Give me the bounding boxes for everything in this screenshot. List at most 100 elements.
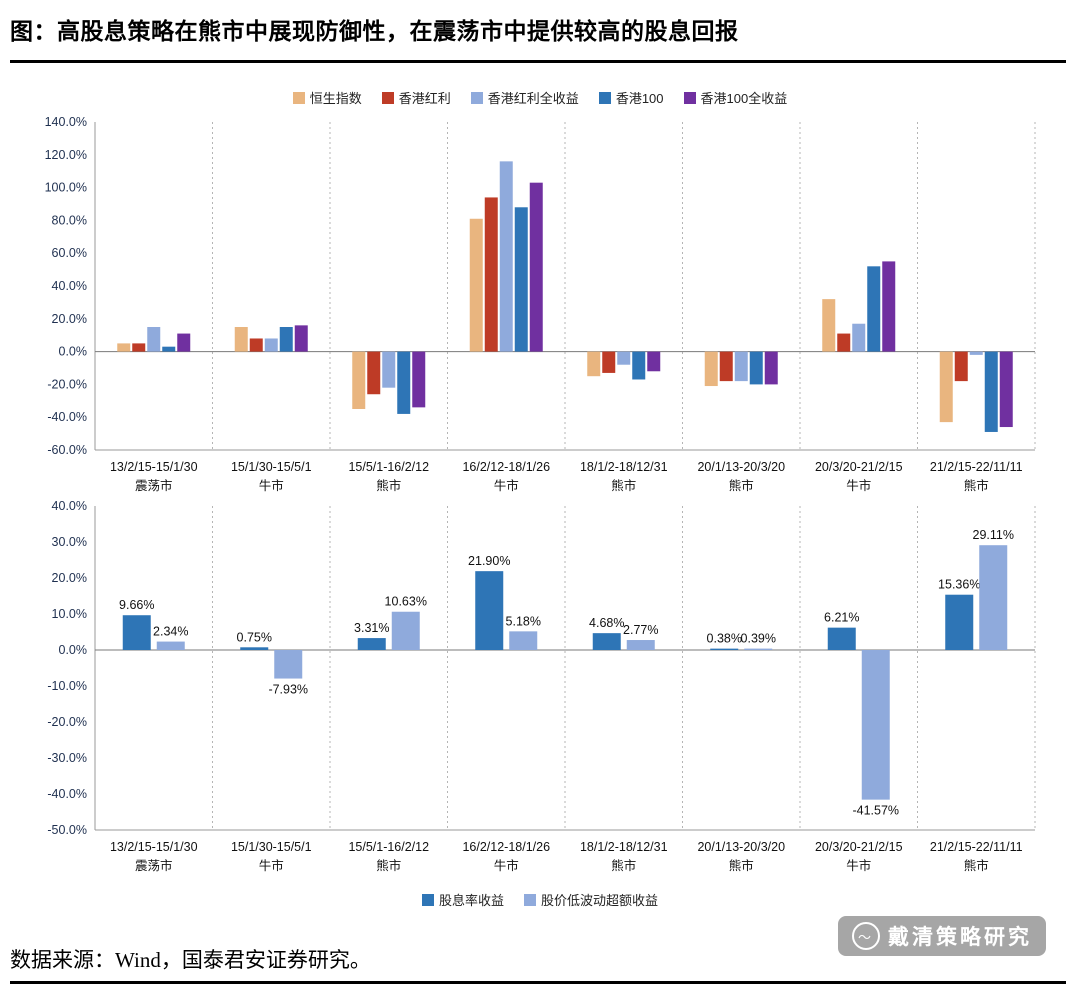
bar <box>412 351 426 408</box>
legend-item: 香港100全收益 <box>683 88 787 107</box>
category-period-label: 15/1/30-15/5/1 <box>231 840 312 854</box>
bar-value-label: 21.90% <box>468 554 510 568</box>
category-period-label: 21/2/15-22/11/11 <box>930 840 1023 854</box>
bar-value-label: 3.31% <box>354 621 389 635</box>
legend-swatch <box>292 91 305 104</box>
bar <box>240 647 269 650</box>
bottom-divider <box>10 981 1066 984</box>
bar <box>822 299 836 352</box>
bar <box>704 351 718 387</box>
bar <box>764 351 778 385</box>
category-period-label: 13/2/15-15/1/30 <box>110 840 198 854</box>
bar-value-label: 0.75% <box>237 630 272 644</box>
bar-value-label: -7.93% <box>268 683 308 697</box>
watermark-logo-icon: 〜 <box>852 922 880 950</box>
y-axis-tick-label: 100.0% <box>45 181 87 195</box>
y-axis-tick-label: 40.0% <box>52 279 87 293</box>
category-period-label: 15/1/30-15/5/1 <box>231 460 312 474</box>
y-axis-tick-label: 0.0% <box>59 643 88 657</box>
bottom-bar-chart: 40.0% 30.0% 20.0% 10.0% 0.0% -10.0% -20.0% -30.… <box>47 499 1036 873</box>
top-chart-legend: 恒生指数 香港红利 香港红利全收益 香港100 香港100全收益 <box>0 88 1080 107</box>
legend-label: 香港红利 <box>398 91 451 106</box>
category-period-label: 16/2/12-18/1/26 <box>462 840 550 854</box>
bar-value-label: 2.77% <box>623 623 658 637</box>
title-divider <box>10 60 1066 63</box>
category-period-label: 20/1/13-20/3/20 <box>697 460 785 474</box>
bar <box>294 325 308 352</box>
y-axis-tick-label: -20.0% <box>47 715 87 729</box>
bar <box>602 351 616 373</box>
legend-label: 香港红利全收益 <box>487 91 579 106</box>
y-axis-tick-label: 40.0% <box>52 499 87 513</box>
category-phase-label: 震荡市 <box>135 858 173 873</box>
bar <box>710 648 739 650</box>
category-period-label: 15/5/1-16/2/12 <box>348 460 429 474</box>
bar-value-label: 9.66% <box>119 598 154 612</box>
bar <box>352 351 366 409</box>
category-phase-label: 牛市 <box>259 478 284 493</box>
bar <box>632 351 646 380</box>
legend-label: 股价低波动超额收益 <box>541 893 659 908</box>
y-axis-tick-label: -40.0% <box>47 410 87 424</box>
y-axis-tick-label: -60.0% <box>47 443 87 457</box>
bar <box>592 633 621 650</box>
legend-item: 香港红利全收益 <box>470 88 579 107</box>
bar <box>827 627 856 650</box>
bar <box>279 327 293 352</box>
bar <box>475 571 504 650</box>
category-phase-label: 牛市 <box>259 858 284 873</box>
bar <box>617 351 631 365</box>
category-phase-label: 熊市 <box>376 858 401 873</box>
bar <box>382 351 396 388</box>
legend-item: 恒生指数 <box>292 88 362 107</box>
bar <box>499 161 513 352</box>
bar <box>117 343 131 352</box>
bar <box>509 631 538 650</box>
legend-item: 股息率收益 <box>421 890 504 909</box>
bar-value-label: 10.63% <box>385 595 427 609</box>
bar <box>852 323 866 352</box>
bar <box>147 327 161 352</box>
bar <box>939 351 953 423</box>
page-title: 图：高股息策略在熊市中展现防御性，在震荡市中提供较高的股息回报 <box>10 18 739 44</box>
y-axis-tick-label: 80.0% <box>52 213 87 227</box>
category-phase-label: 熊市 <box>964 478 989 493</box>
category-period-label: 18/1/2-18/12/31 <box>580 840 668 854</box>
bar-value-label: 6.21% <box>824 611 859 625</box>
bar <box>156 641 185 650</box>
y-axis-tick-label: -20.0% <box>47 377 87 391</box>
legend-swatch <box>470 91 483 104</box>
bar <box>514 207 528 352</box>
source-text: 数据来源：Wind，国泰君安证券研究。 <box>10 948 371 972</box>
bar <box>264 338 278 352</box>
legend-swatch <box>683 91 696 104</box>
category-period-label: 13/2/15-15/1/30 <box>110 460 198 474</box>
bar <box>234 327 248 352</box>
y-axis-tick-label: -50.0% <box>47 823 87 837</box>
legend-label: 香港100 <box>615 91 664 106</box>
category-phase-label: 熊市 <box>729 858 754 873</box>
category-phase-label: 熊市 <box>964 858 989 873</box>
legend-swatch <box>598 91 611 104</box>
bar <box>274 650 303 679</box>
category-phase-label: 震荡市 <box>135 478 173 493</box>
category-period-label: 20/3/20-21/2/15 <box>815 840 903 854</box>
bar <box>177 333 191 352</box>
y-axis-tick-label: 20.0% <box>52 312 87 326</box>
bar <box>954 351 968 382</box>
bar <box>484 197 498 352</box>
bar <box>861 650 890 800</box>
category-phase-label: 牛市 <box>846 858 871 873</box>
y-axis-tick-label: 140.0% <box>45 115 87 129</box>
bar-value-label: 29.11% <box>973 528 1014 542</box>
y-axis-tick-label: 120.0% <box>45 148 87 162</box>
legend-label: 恒生指数 <box>309 91 362 106</box>
bar <box>867 266 881 352</box>
category-period-label: 16/2/12-18/1/26 <box>462 460 550 474</box>
legend-item: 香港红利 <box>381 88 451 107</box>
bar <box>647 351 661 372</box>
watermark: 〜 戴清策略研究 <box>838 916 1046 956</box>
bar <box>719 351 733 382</box>
category-period-label: 20/1/13-20/3/20 <box>697 840 785 854</box>
